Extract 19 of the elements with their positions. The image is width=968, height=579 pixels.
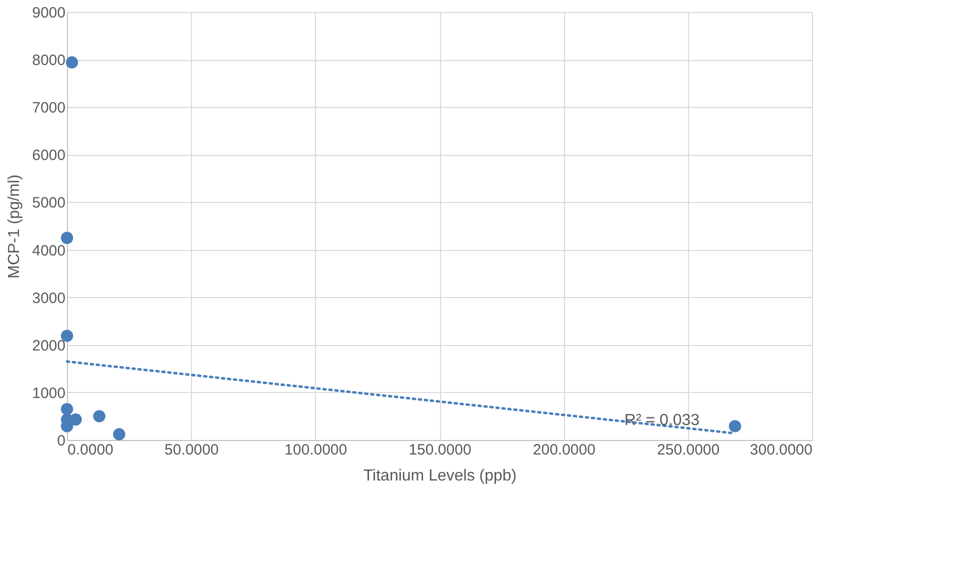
y-tick-label: 0: [57, 432, 66, 450]
y-tick-label: 5000: [32, 194, 66, 212]
y-tick-label: 3000: [32, 290, 66, 307]
y-tick-label: 8000: [32, 52, 66, 70]
x-tick-label: 100.0000: [284, 442, 348, 458]
x-tick-label: 150.0000: [408, 442, 472, 458]
x-tick-label: 200.0000: [532, 442, 596, 458]
y-tick-label: 4000: [32, 242, 66, 260]
y-tick-label: 6000: [32, 147, 66, 164]
x-tick-label: 300.0000: [750, 442, 812, 458]
y-tick-label: 7000: [32, 100, 66, 117]
x-tick-label: 50.0000: [164, 442, 219, 458]
x-tick-label: 0.0000: [68, 442, 114, 458]
y-tick-label: 9000: [32, 4, 66, 22]
x-axis-title: Titanium Levels (ppb): [363, 468, 517, 484]
y-tick-label: 1000: [32, 384, 66, 402]
x-tick-label: 250.0000: [657, 442, 720, 458]
y-axis-title: MCP-1 (pg/ml): [6, 174, 24, 279]
y-tick-label: 2000: [32, 337, 66, 354]
